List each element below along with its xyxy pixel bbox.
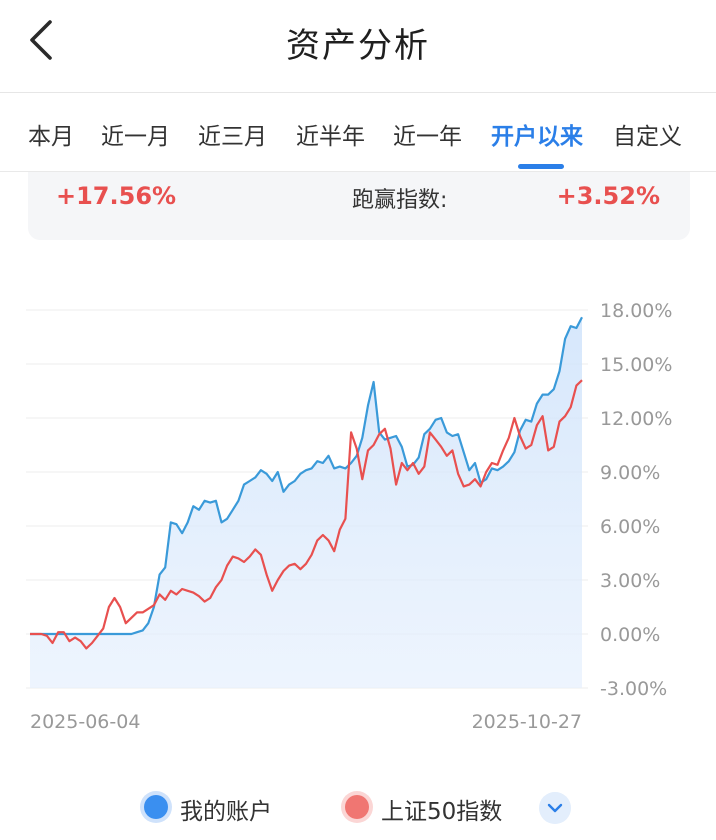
y-tick-label: 6.00% [600, 516, 660, 538]
chevron-down-icon[interactable] [539, 792, 571, 824]
chart-lines [30, 316, 583, 650]
chart-legend: 我的账户 上证50指数 [0, 780, 716, 836]
y-tick-label: 12.00% [600, 408, 672, 430]
tabs-divider [0, 171, 716, 172]
excess-return-label: 跑赢指数: [352, 188, 448, 213]
tab-last-half-year[interactable]: 近半年 [296, 124, 365, 150]
summary-card: +17.56% 跑赢指数: +3.52% [28, 172, 690, 240]
period-tabs: 本月 近一月 近三月 近半年 近一年 开户以来 自定义 [0, 93, 716, 171]
active-tab-indicator [518, 164, 564, 169]
account-area-fill [30, 317, 582, 688]
tab-last-year[interactable]: 近一年 [393, 124, 462, 150]
y-tick-label: 15.00% [600, 354, 672, 376]
return-line-chart: 18.00% 15.00% 12.00% 9.00% 6.00% 3.00% 0.00% -3… [26, 300, 672, 733]
excess-return-value: +3.52% [556, 182, 660, 210]
tab-since-opening[interactable]: 开户以来 [491, 124, 583, 150]
y-tick-label: 0.00% [600, 624, 660, 646]
series-line-account [30, 316, 583, 636]
legend-dot-index [345, 795, 369, 819]
y-tick-label: 9.00% [600, 462, 660, 484]
header: 资产分析 [0, 0, 716, 92]
x-axis-labels: 2025-06-04 2025-10-27 [30, 711, 582, 733]
header-divider [0, 92, 716, 93]
y-tick-label: -3.00% [600, 678, 667, 700]
x-label-start: 2025-06-04 [30, 711, 140, 733]
legend-dot-account [144, 795, 168, 819]
y-axis-ticks: 18.00% 15.00% 12.00% 9.00% 6.00% 3.00% 0.00% -3… [600, 300, 672, 700]
legend-label-account: 我的账户 [180, 799, 272, 825]
series-line-index [30, 379, 583, 650]
tab-last-month[interactable]: 近一月 [101, 124, 170, 150]
tab-custom[interactable]: 自定义 [613, 124, 682, 150]
legend-label-index: 上证50指数 [381, 799, 503, 825]
chart-area-layer [30, 317, 582, 688]
tab-last-three-months[interactable]: 近三月 [198, 124, 267, 150]
y-tick-label: 3.00% [600, 570, 660, 592]
total-return-value: +17.56% [56, 182, 177, 210]
page-title: 资产分析 [286, 26, 430, 66]
back-arrow-icon[interactable] [20, 16, 64, 64]
x-label-end: 2025-10-27 [472, 711, 582, 733]
y-tick-label: 18.00% [600, 300, 672, 322]
tab-this-month[interactable]: 本月 [28, 124, 74, 150]
